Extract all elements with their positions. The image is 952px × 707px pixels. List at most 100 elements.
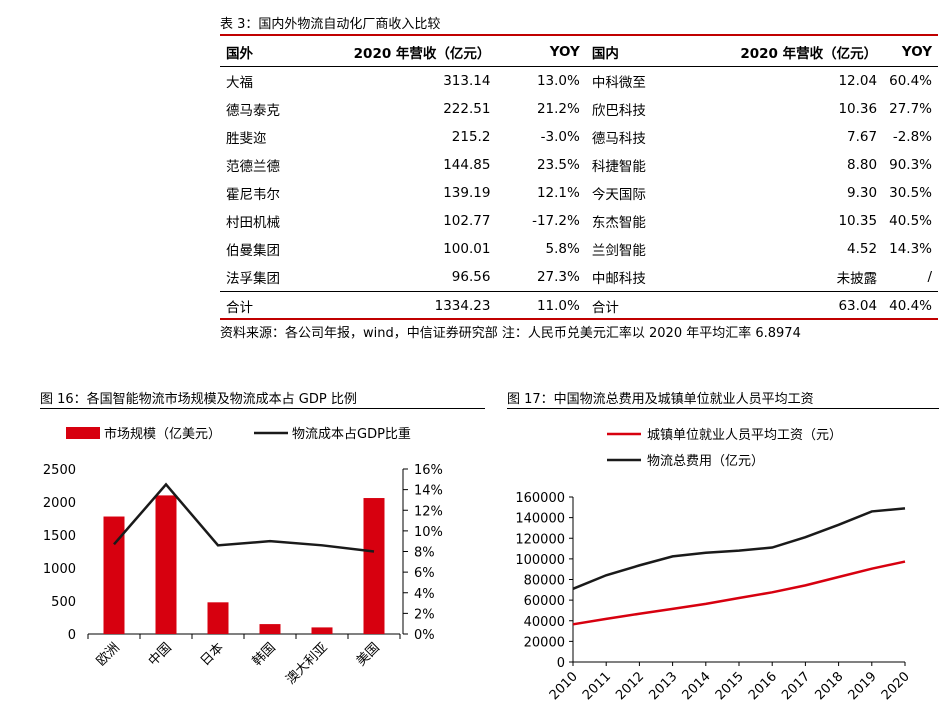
revenue-comparison-table: 国外 2020 年营收（亿元） YOY 国内 2020 年营收（亿元） YOY …	[220, 38, 938, 320]
table-row: 德马泰克 222.51 21.2% 欣巴科技 10.36 27.7%	[220, 95, 938, 123]
fig17-rule	[507, 408, 939, 409]
total-domestic-revenue: 63.04	[838, 298, 878, 314]
y-tick-label: 2500	[43, 463, 76, 478]
x-category-label: 韩国	[250, 640, 279, 669]
y2-tick-label: 2%	[414, 607, 435, 622]
legend-swatch-market-size	[66, 427, 100, 439]
foreign-yoy: 27.3%	[536, 269, 580, 285]
line-series-0	[572, 560, 906, 626]
total-label-foreign: 合计	[226, 300, 253, 316]
foreign-company: 范德兰德	[226, 159, 280, 175]
x-tick-label: 2020	[879, 669, 913, 703]
header-domestic-revenue: 2020 年营收（亿元）	[740, 46, 878, 62]
foreign-revenue: 100.01	[443, 241, 491, 257]
x-category-label: 中国	[146, 640, 175, 669]
foreign-yoy: -17.2%	[532, 213, 580, 229]
y-tick-label: 1000	[43, 562, 76, 577]
y-tick-label: 1500	[43, 529, 76, 544]
y2-tick-label: 12%	[414, 504, 443, 519]
y-tick-label: 120000	[515, 532, 565, 547]
domestic-yoy: 90.3%	[889, 157, 932, 173]
y2-tick-label: 4%	[414, 587, 435, 602]
header-foreign-revenue: 2020 年营收（亿元）	[353, 46, 491, 62]
y2-tick-label: 8%	[414, 546, 435, 561]
table-row: 胜斐迩 215.2 -3.0% 德马科技 7.67 -2.8%	[220, 123, 938, 151]
domestic-revenue: 未披露	[836, 271, 878, 287]
foreign-company: 伯曼集团	[226, 243, 280, 259]
domestic-yoy: /	[927, 269, 932, 285]
domestic-yoy: 14.3%	[889, 241, 932, 257]
table-header-row: 国外 2020 年营收（亿元） YOY 国内 2020 年营收（亿元） YOY	[220, 38, 938, 67]
y-tick-label: 80000	[524, 574, 565, 589]
x-tick-label: 2010	[547, 669, 581, 703]
x-tick-label: 2012	[613, 669, 647, 703]
bar-日本	[207, 602, 229, 634]
x-category-label: 澳大利亚	[283, 640, 331, 688]
foreign-revenue: 144.85	[443, 157, 491, 173]
foreign-revenue: 215.2	[451, 129, 491, 145]
domestic-revenue: 12.04	[838, 73, 878, 89]
y-tick-label: 140000	[515, 512, 565, 527]
y-tick-label: 500	[51, 595, 76, 610]
bar-韩国	[259, 624, 281, 634]
domestic-revenue: 10.35	[838, 213, 878, 229]
bar-中国	[155, 495, 177, 634]
x-tick-label: 2017	[779, 669, 813, 703]
foreign-revenue: 96.56	[451, 269, 491, 285]
foreign-yoy: 21.2%	[536, 101, 580, 117]
domestic-yoy: 40.5%	[889, 213, 932, 229]
domestic-revenue: 4.52	[847, 241, 878, 257]
domestic-company: 欣巴科技	[591, 103, 646, 119]
bar-澳大利亚	[311, 627, 333, 634]
foreign-revenue: 102.77	[443, 213, 491, 229]
legend-label-0: 城镇单位就业人员平均工资（元）	[647, 428, 842, 443]
domestic-company: 中邮科技	[591, 271, 646, 287]
fig16-chart: 市场规模（亿美元） 物流成本占GDP比重 0 500 1000 1500 2000 2500 0…	[43, 426, 443, 688]
y-tick-label: 100000	[515, 553, 565, 568]
x-tick-label: 2019	[846, 669, 880, 703]
table3-top-rule	[220, 34, 938, 36]
domestic-company: 德马科技	[591, 131, 646, 147]
y2-tick-label: 0%	[414, 628, 435, 643]
domestic-yoy: 27.7%	[889, 101, 932, 117]
x-category-label: 日本	[198, 640, 227, 669]
fig17-chart: 城镇单位就业人员平均工资（元） 物流总费用（亿元） 0 20000 40000 60000…	[515, 428, 913, 703]
foreign-company: 胜斐迩	[226, 131, 267, 147]
foreign-company: 法孚集团	[226, 271, 280, 287]
foreign-company: 德马泰克	[226, 103, 280, 119]
foreign-revenue: 313.14	[443, 73, 491, 89]
fig16-caption: 图 16：各国智能物流市场规模及物流成本占 GDP 比例	[40, 392, 357, 407]
header-foreign: 国外	[226, 46, 253, 62]
table-row: 大福 313.14 13.0% 中科微至 12.04 60.4%	[220, 67, 938, 96]
fig16-rule	[40, 408, 485, 409]
table-total-row: 合计 1334.23 11.0% 合计 63.04 40.4%	[220, 291, 938, 321]
domestic-yoy: -2.8%	[892, 129, 932, 145]
foreign-yoy: 5.8%	[545, 241, 580, 257]
y-tick-label: 0	[557, 656, 565, 671]
y-tick-label: 160000	[515, 491, 565, 506]
table3-caption: 表 3：国内外物流自动化厂商收入比较	[220, 17, 441, 32]
domestic-revenue: 9.30	[847, 185, 878, 201]
total-domestic-yoy: 40.4%	[889, 298, 932, 314]
total-label-domestic: 合计	[591, 300, 619, 316]
table-row: 伯曼集团 100.01 5.8% 兰剑智能 4.52 14.3%	[220, 235, 938, 263]
y-tick-label: 60000	[524, 594, 565, 609]
x-tick-label: 2011	[580, 669, 614, 703]
table3-source: 资料来源：各公司年报，wind，中信证券研究部 注：人民币兑美元汇率以 2020…	[220, 326, 801, 341]
domestic-revenue: 8.80	[847, 157, 878, 173]
domestic-yoy: 30.5%	[889, 185, 932, 201]
table-row: 法孚集团 96.56 27.3% 中邮科技 未披露 /	[220, 263, 938, 292]
y-tick-label: 20000	[524, 635, 565, 650]
line-cost-ratio	[113, 482, 375, 553]
domestic-company: 科捷智能	[591, 159, 646, 175]
foreign-company: 霍尼韦尔	[226, 187, 280, 203]
line-series-1	[572, 507, 906, 590]
x-tick-label: 2014	[680, 669, 714, 703]
header-foreign-yoy: YOY	[549, 44, 580, 60]
fig17-caption: 图 17：中国物流总费用及城镇单位就业人员平均工资	[507, 392, 814, 407]
y-tick-label: 0	[68, 628, 76, 643]
table-row: 村田机械 102.77 -17.2% 东杰智能 10.35 40.5%	[220, 207, 938, 235]
foreign-company: 村田机械	[226, 215, 280, 231]
bar-美国	[363, 498, 385, 634]
legend-label-market-size: 市场规模（亿美元）	[104, 426, 221, 442]
